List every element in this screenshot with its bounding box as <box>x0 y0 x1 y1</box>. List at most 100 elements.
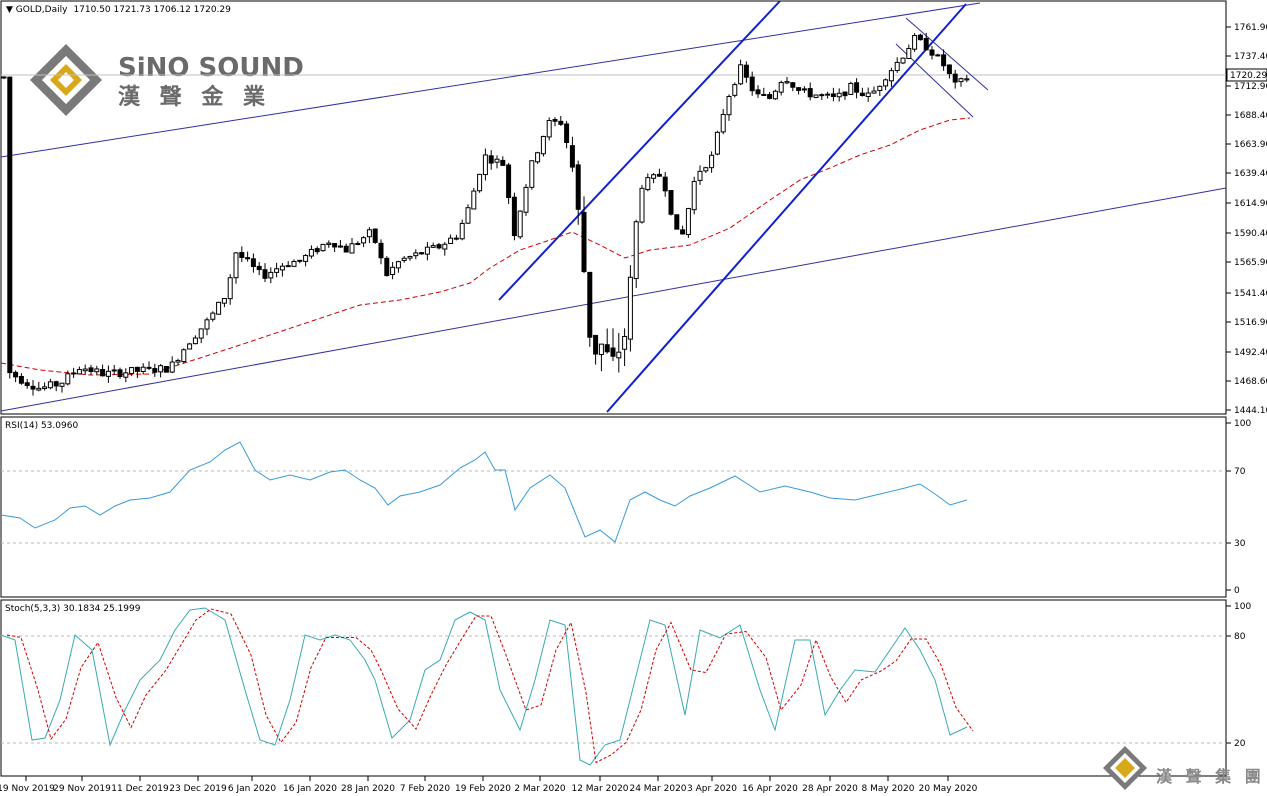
candle-body <box>894 61 900 72</box>
time-axis-tick-label: 23 Dec 2019 <box>169 784 227 794</box>
candle-body <box>564 123 570 144</box>
candle-body <box>13 371 19 378</box>
candle-body <box>697 170 703 181</box>
candle-body <box>581 211 587 273</box>
candle-body <box>830 93 836 97</box>
candle-body <box>314 248 320 253</box>
candle-body <box>859 92 865 97</box>
time-axis-tick-label: 19 Nov 2019 <box>0 784 55 794</box>
candle-body <box>535 152 541 163</box>
candle-body <box>732 84 738 96</box>
candle-body <box>587 271 593 338</box>
candle-body <box>146 366 152 369</box>
candle-body <box>929 49 935 56</box>
candle-body <box>366 229 372 238</box>
ohlc-label: 1710.50 1721.73 1706.12 1720.29 <box>73 5 231 15</box>
candle-body <box>900 57 906 64</box>
symbol-label: GOLD,Daily <box>16 5 68 15</box>
candle-body <box>361 237 367 244</box>
candle-body <box>198 328 204 339</box>
candle-body <box>627 276 633 340</box>
candle-body <box>749 76 755 92</box>
upper-channel-trendline <box>0 2 981 158</box>
candle-body <box>100 369 106 377</box>
candle-body <box>616 351 622 359</box>
price-axis-tick-label: 1639.40 <box>1234 169 1267 179</box>
candle-body <box>158 365 164 373</box>
candle-body <box>256 265 262 271</box>
price-axis-tick-label: 1541.40 <box>1234 289 1267 299</box>
candle-body <box>941 54 947 67</box>
price-axis-tick-label: 1663.90 <box>1234 140 1267 150</box>
candle-body <box>268 271 274 279</box>
candle-body <box>111 369 117 372</box>
price-axis-tick-label: 1468.60 <box>1234 377 1267 387</box>
candle-body <box>622 335 628 350</box>
candle-body <box>210 312 216 320</box>
candle-body <box>656 173 662 177</box>
candle-body <box>308 248 314 257</box>
lower-channel-trendline <box>0 187 1227 412</box>
candle-body <box>778 81 784 93</box>
candle-body <box>610 347 616 357</box>
short-term-upper-trendline <box>905 17 989 91</box>
candle-body <box>738 64 744 85</box>
candle-body <box>842 91 848 97</box>
time-axis-tick-label: 29 Nov 2019 <box>53 784 111 794</box>
rsi-axis-tick-label: 70 <box>1234 467 1246 477</box>
candle-body <box>372 228 378 243</box>
candle-body <box>836 92 842 98</box>
candle-body <box>848 82 854 95</box>
candle-body <box>24 382 30 387</box>
candle-body <box>639 187 645 223</box>
candle-body <box>216 301 222 315</box>
candle-body <box>59 382 65 387</box>
candle-body <box>53 381 59 387</box>
candle-body <box>407 255 413 259</box>
candle-body <box>134 366 140 372</box>
candle-body <box>47 381 53 389</box>
candle-body <box>482 154 488 176</box>
sino-sound-logo-icon <box>30 44 102 116</box>
pane-symbol-triangle-icon: ▼ <box>6 5 16 15</box>
candle-body <box>494 158 500 163</box>
time-axis-tick-label: 28 Apr 2020 <box>802 784 858 794</box>
candle-body <box>94 368 100 373</box>
stoch-signal-line <box>6 608 974 764</box>
price-axis-tick-label: 1590.40 <box>1234 229 1267 239</box>
candle-body <box>854 82 860 93</box>
rsi-axis-tick-label: 30 <box>1234 539 1246 549</box>
candle-body <box>685 207 691 236</box>
price-axis-tick-label: 1614.90 <box>1234 199 1267 209</box>
price-axis-tick-label: 1516.90 <box>1234 318 1267 328</box>
candle-body <box>291 260 297 267</box>
last-price-box <box>1226 68 1267 82</box>
candle-body <box>604 344 610 353</box>
stoch-label: Stoch(5,3,3) 30.1834 25.1999 <box>5 604 141 614</box>
candle-body <box>726 95 732 116</box>
candle-body <box>129 367 135 374</box>
price-axis-tick-label: 1737.40 <box>1234 52 1267 62</box>
candle-body <box>720 113 726 133</box>
candle-body <box>18 375 24 384</box>
candle-body <box>743 64 749 78</box>
candle-body <box>390 266 396 275</box>
price-axis-tick-label: 1444.10 <box>1234 406 1267 416</box>
rsi-label: RSI(14) 53.0960 <box>5 421 78 431</box>
stoch-axis-tick-label: 80 <box>1234 632 1246 642</box>
candle-body <box>152 368 158 373</box>
candle-body <box>430 245 436 248</box>
candle-body <box>105 370 111 377</box>
candle-body <box>883 79 889 87</box>
candle-body <box>506 164 512 199</box>
candle-body <box>813 94 819 98</box>
time-axis-tick-label: 6 Jan 2020 <box>228 784 276 794</box>
candle-body <box>906 47 912 59</box>
candle-body <box>755 89 761 95</box>
candle-body <box>477 173 483 192</box>
candle-body <box>714 131 720 155</box>
footer-logo-icon <box>1103 746 1147 790</box>
candle-body <box>807 88 813 98</box>
candle-body <box>1 76 7 79</box>
